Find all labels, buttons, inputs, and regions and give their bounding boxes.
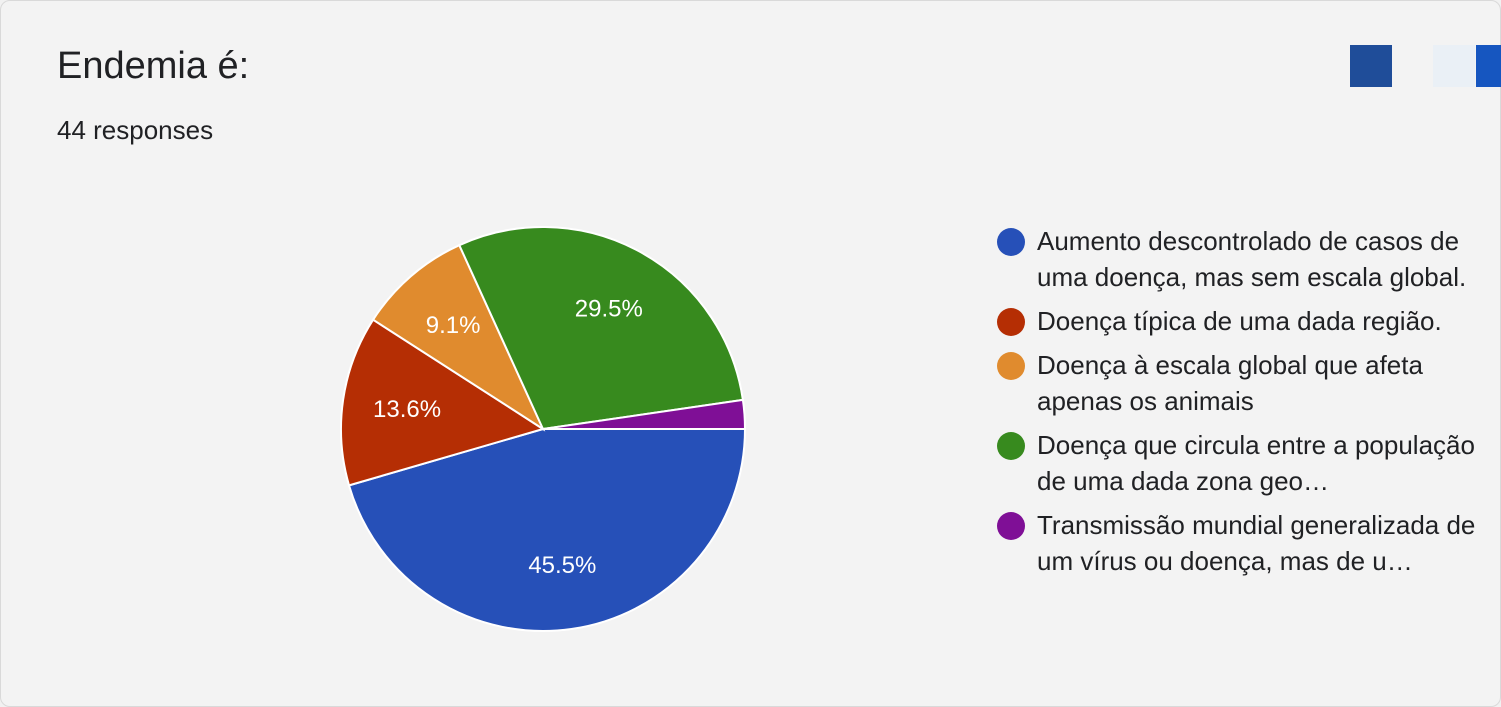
legend-item[interactable]: Doença que circula entre a população de …: [997, 427, 1477, 499]
blank-icon: [1433, 45, 1475, 87]
legend-item[interactable]: Transmissão mundial generalizada de um v…: [997, 507, 1477, 579]
pie-slice[interactable]: [371, 243, 546, 432]
pie-chart: 45.5% 13.6% 9.1% 29.5%: [340, 226, 747, 632]
legend-label: Aumento descontrolado de casos de uma do…: [1037, 226, 1467, 292]
legend-swatch: [997, 512, 1025, 540]
slice-label: 9.1%: [426, 312, 481, 339]
pie-slice[interactable]: [347, 428, 747, 632]
pie-slice[interactable]: [542, 398, 747, 430]
legend-label: Doença típica de uma dada região.: [1037, 306, 1442, 336]
legend-label: Transmissão mundial generalizada de um v…: [1037, 510, 1476, 576]
pie-slice[interactable]: [457, 226, 745, 431]
legend-label: Doença à escala global que afeta apenas …: [1037, 350, 1423, 416]
legend-item[interactable]: Doença típica de uma dada região.: [997, 303, 1477, 339]
slice-label: 29.5%: [575, 295, 643, 322]
legend-swatch: [997, 308, 1025, 336]
slice-label: 45.5%: [528, 552, 596, 579]
edge-icon: [1476, 45, 1501, 87]
chart-legend: Aumento descontrolado de casos de uma do…: [997, 223, 1477, 587]
legend-swatch: [997, 352, 1025, 380]
legend-item[interactable]: Doença à escala global que afeta apenas …: [997, 347, 1477, 419]
legend-swatch: [997, 228, 1025, 256]
copy-chart-icon[interactable]: [1350, 45, 1392, 87]
response-count: 44 responses: [57, 115, 214, 145]
slice-label: 13.6%: [373, 396, 441, 423]
question-title: Endemia é:: [57, 45, 250, 87]
legend-label: Doença que circula entre a população de …: [1037, 430, 1475, 496]
legend-swatch: [997, 432, 1025, 460]
legend-item[interactable]: Aumento descontrolado de casos de uma do…: [997, 223, 1477, 295]
pie-slice[interactable]: [340, 318, 546, 487]
